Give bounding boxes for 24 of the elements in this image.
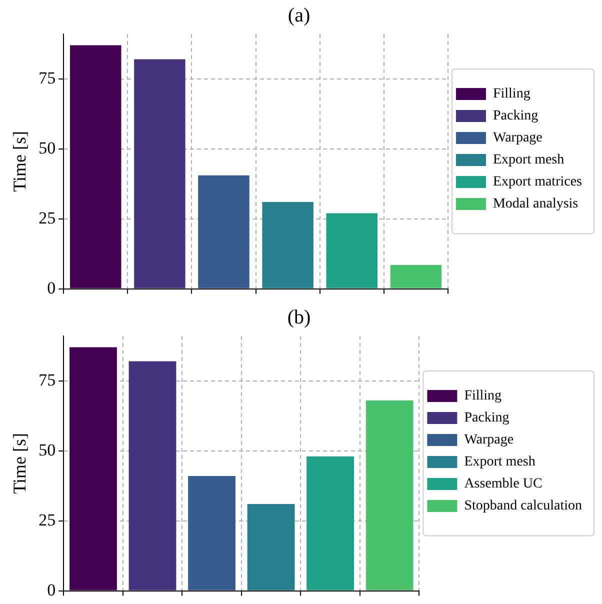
legend-label: Warpage (492, 130, 542, 146)
legend-label: Filling (492, 86, 530, 102)
y-tick-label: 25 (38, 510, 56, 530)
legend-label: Warpage (464, 432, 514, 448)
legend-label: Export mesh (464, 454, 536, 470)
y-tick-label: 25 (38, 208, 56, 228)
y-tick-label: 50 (38, 440, 56, 460)
y-tick-label: 50 (38, 138, 56, 158)
legend-label: Assemble UC (464, 476, 542, 492)
y-tick-label: 75 (38, 68, 56, 88)
legend-label: Packing (492, 108, 538, 124)
chart-title: (a) (288, 4, 310, 26)
chart-title: (b) (287, 306, 311, 328)
y-tick-label: 0 (47, 580, 56, 600)
legend-label: Packing (464, 410, 510, 426)
y-tick-label: 0 (47, 278, 56, 298)
y-axis-title: Time [s] (10, 432, 30, 494)
y-tick-label: 75 (38, 370, 56, 390)
legend-label: Filling (464, 388, 502, 404)
y-axis-title: Time [s] (10, 130, 30, 192)
legend-label: Stopband calculation (464, 498, 582, 514)
legend-label: Export mesh (492, 152, 564, 168)
legend-label: Modal analysis (492, 196, 578, 212)
legend-label: Export matrices (492, 174, 582, 190)
